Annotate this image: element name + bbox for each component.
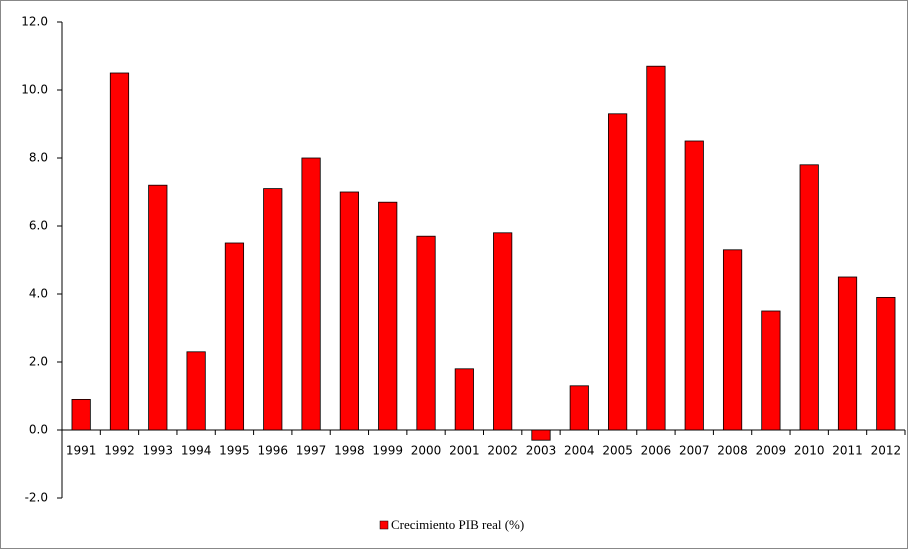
bar [263, 188, 283, 431]
bar [109, 72, 130, 431]
x-tick-label: 1991 [66, 444, 97, 458]
x-tick-label: 2010 [794, 444, 825, 458]
y-tick-label: -2.0 [25, 491, 48, 505]
x-tick-label: 1996 [257, 444, 288, 458]
bar [454, 368, 474, 431]
y-tick-label: 10.0 [21, 83, 48, 97]
x-tick-label: 2012 [871, 444, 902, 458]
x-tick-label: 2002 [487, 444, 518, 458]
x-tick-label: 2011 [832, 444, 863, 458]
x-tick-label: 2003 [526, 444, 557, 458]
x-tick-label: 2006 [641, 444, 672, 458]
bar [684, 140, 704, 431]
y-tick-label: 2.0 [29, 355, 48, 369]
y-tick-label: 0.0 [29, 423, 48, 437]
x-tick-label: 1992 [104, 444, 135, 458]
y-tick-label: 8.0 [29, 151, 48, 165]
bar [378, 201, 398, 431]
x-tick-label: 2000 [411, 444, 442, 458]
x-tick-label: 2008 [717, 444, 748, 458]
bar [416, 235, 436, 431]
bar [799, 164, 819, 431]
bar [646, 65, 666, 431]
x-tick-label: 2004 [564, 444, 595, 458]
y-tick-label: 12.0 [21, 15, 48, 29]
bar [722, 249, 743, 431]
legend-key [379, 520, 389, 530]
bar [608, 113, 628, 431]
bar [339, 191, 359, 431]
x-tick-label: 2009 [756, 444, 787, 458]
bar [569, 385, 589, 431]
x-tick-label: 1995 [219, 444, 250, 458]
bar [301, 157, 321, 431]
bar [148, 184, 168, 431]
bar [531, 429, 551, 441]
y-tick-label: 6.0 [29, 219, 48, 233]
bar [224, 242, 245, 431]
x-tick-label: 1998 [334, 444, 365, 458]
x-tick-label: 1993 [143, 444, 174, 458]
x-tick-label: 2001 [449, 444, 480, 458]
y-tick-label: 4.0 [29, 287, 48, 301]
x-tick-label: 1994 [181, 444, 212, 458]
bar [71, 398, 91, 431]
bar [876, 296, 896, 431]
x-tick-label: 2007 [679, 444, 710, 458]
bar [186, 351, 206, 431]
bar [761, 310, 781, 431]
x-tick-label: 2005 [602, 444, 633, 458]
bar [493, 232, 513, 431]
legend-text: Crecimiento PIB real (%) [391, 517, 524, 532]
x-tick-label: 1999 [372, 444, 403, 458]
bar [837, 276, 858, 431]
x-tick-label: 1997 [296, 444, 327, 458]
